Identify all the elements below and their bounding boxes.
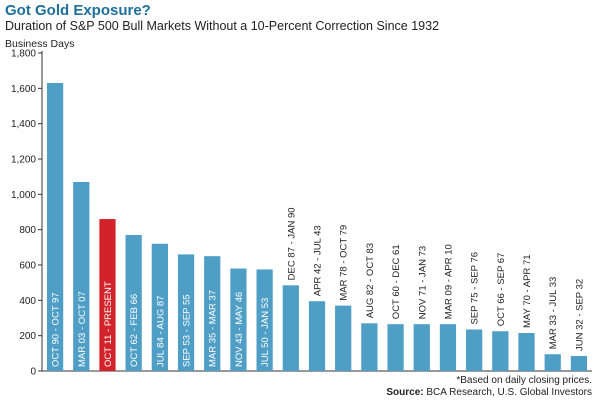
source-text: BCA Research, U.S. Global Investors (426, 387, 592, 398)
bar-label: OCT 66 - SEP 67 (496, 253, 507, 327)
bar (413, 324, 430, 371)
bar (151, 243, 168, 371)
bar-label: MAR 03 - OCT 07 (77, 291, 88, 367)
y-tick-label: 1,200 (11, 155, 36, 166)
y-tick-label: 0 (30, 367, 36, 378)
bar-label: SEP 75 - SEP 76 (470, 252, 481, 325)
bar (230, 268, 247, 371)
chart-y-ticks: 0 200 400 600 800 1,000 1,200 1,400 1,600 1,800 (11, 49, 42, 378)
y-tick-label: 400 (19, 296, 36, 307)
bar (177, 254, 195, 371)
y-tick-label: 1,800 (11, 49, 36, 60)
bar (335, 305, 352, 371)
bar-label: JUL 50 - JAN 53 (260, 298, 271, 367)
bar-label: MAR 78 - OCT 79 (339, 225, 350, 301)
chart-bar-labels: OCT 90 - OCT 97 MAR 03 - OCT 07 OCT 11 - P… (51, 207, 586, 367)
bar-label: JUL 84 - AUG 87 (155, 296, 166, 367)
y-tick-label: 1,400 (11, 119, 36, 130)
bar-label: APR 42 - JUL 43 (313, 225, 324, 296)
y-tick-label: 800 (19, 225, 36, 236)
bar (518, 333, 535, 371)
bar-label: NOV 43 - MAY 46 (234, 292, 245, 367)
y-axis-label: Business Days (5, 38, 75, 50)
y-tick-label: 600 (19, 261, 36, 272)
bar (282, 285, 299, 371)
bar-label: OCT 62 - FEB 66 (129, 294, 140, 367)
bar (204, 256, 221, 371)
bar (544, 354, 561, 371)
bar-label: MAR 09 - APR 10 (443, 244, 454, 319)
bar-label: AUG 82 - OCT 83 (365, 243, 376, 318)
bar (46, 83, 64, 372)
bar-label: MAY 70 - APR 71 (522, 254, 533, 328)
bar (570, 355, 588, 371)
bar-label: NOV 71 - JAN 73 (417, 246, 428, 319)
bar-label: MAR 35 - MAR 37 (208, 290, 219, 367)
bar-label: JUN 32 - SEP 32 (574, 279, 585, 351)
bar (439, 324, 457, 371)
bar (308, 301, 326, 371)
bar-label: OCT 60 - DEC 61 (391, 244, 402, 319)
y-tick-label: 1,600 (11, 84, 36, 95)
bar (99, 219, 116, 371)
source-line: Source: BCA Research, U.S. Global Invest… (386, 387, 592, 398)
bar-label: OCT 11 - PRESENT (103, 281, 114, 367)
footnote: *Based on daily closing prices. (456, 375, 592, 386)
bar (466, 329, 483, 371)
bar (256, 269, 273, 371)
bar (125, 234, 142, 371)
bar-label: OCT 90 - OCT 97 (51, 292, 62, 367)
y-tick-label: 200 (19, 331, 36, 342)
bar-label: SEP 53 - SEP 55 (182, 294, 193, 367)
bar (361, 323, 378, 371)
source-label: Source: (386, 387, 424, 398)
bar (73, 181, 90, 371)
chart-bars (46, 83, 588, 372)
bar-label: MAR 33 - JUL 33 (548, 277, 559, 350)
chart-title: Got Gold Exposure? (5, 2, 151, 19)
chart-subtitle: Duration of S&P 500 Bull Markets Without… (5, 19, 440, 33)
y-tick-label: 1,000 (11, 190, 36, 201)
bar (492, 331, 509, 371)
bar (387, 324, 404, 371)
bar-label: DEC 87 - JAN 90 (286, 207, 297, 280)
